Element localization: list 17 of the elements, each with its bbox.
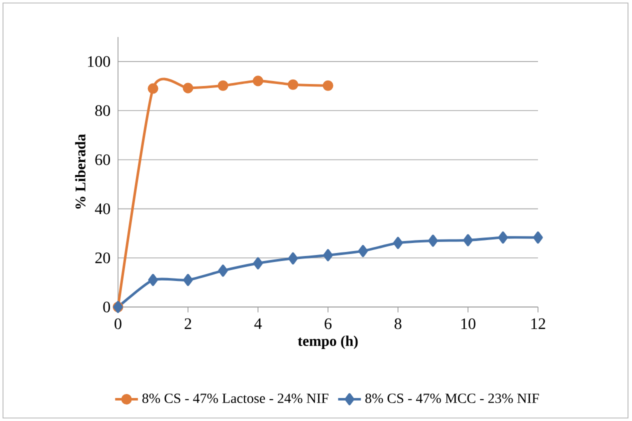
x-tick-label: 2 xyxy=(184,318,192,329)
y-tick-label: 100 xyxy=(88,56,110,67)
x-tick-label: 0 xyxy=(114,318,122,330)
y-tick-label: 40 xyxy=(94,203,110,214)
legend-label: 8% CS - 47% Lactose - 24% NIF xyxy=(142,394,328,404)
y-tick-label: 20 xyxy=(95,252,110,264)
x-tick-label: 10 xyxy=(461,318,476,330)
x-tick-label: 4 xyxy=(254,318,262,329)
x-tick-label: 12 xyxy=(531,318,546,329)
y-axis-title: % Liberada xyxy=(75,134,86,209)
legend-label: 8% CS - 47% MCC - 23% NIF xyxy=(365,394,539,404)
x-tick-label: 8 xyxy=(394,318,402,330)
x-tick-label: 6 xyxy=(324,318,332,330)
y-tick-label: 80 xyxy=(95,105,110,116)
y-tick-label: 0 xyxy=(103,302,110,312)
y-tick-label: 60 xyxy=(95,154,110,166)
x-axis-title: tempo (h) xyxy=(298,336,358,349)
